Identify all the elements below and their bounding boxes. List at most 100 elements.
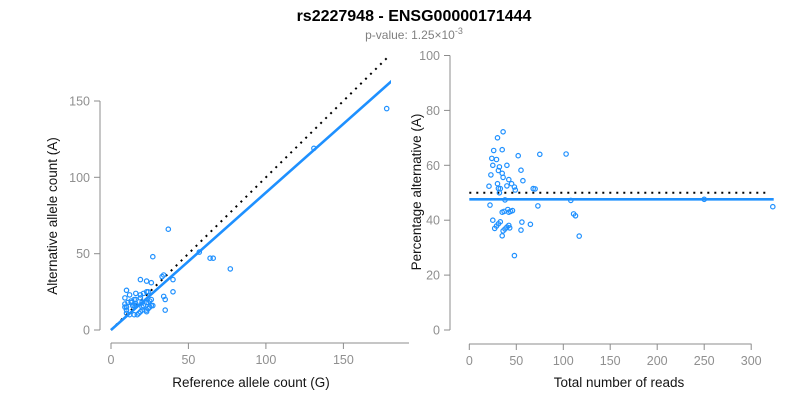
y-tick-label: 0 bbox=[83, 324, 90, 338]
data-point bbox=[137, 276, 144, 283]
x-tick-label: 50 bbox=[181, 353, 195, 367]
data-point bbox=[137, 295, 144, 301]
data-point bbox=[143, 308, 150, 315]
x-tick-label: 100 bbox=[255, 353, 276, 367]
left-plot-axes: 0 50 100 150 0 50 100 150 bbox=[69, 95, 409, 367]
data-point bbox=[487, 202, 493, 208]
data-point bbox=[150, 302, 156, 309]
data-point bbox=[227, 266, 234, 272]
data-point bbox=[535, 203, 541, 209]
y-tick-label: 100 bbox=[69, 171, 90, 185]
trend-line-identity-1to1 bbox=[110, 57, 390, 331]
data-point bbox=[133, 290, 139, 297]
data-point bbox=[532, 186, 538, 192]
data-point bbox=[518, 227, 524, 233]
left-plot-points bbox=[122, 105, 390, 318]
y-tick-label: 100 bbox=[419, 49, 440, 63]
left-plot-lines bbox=[110, 57, 391, 331]
data-point bbox=[572, 213, 579, 219]
data-point bbox=[500, 174, 506, 181]
x-tick-label: 200 bbox=[647, 354, 668, 368]
data-point bbox=[518, 167, 524, 174]
data-point bbox=[311, 145, 317, 152]
data-point bbox=[136, 310, 142, 317]
data-point bbox=[196, 249, 203, 255]
data-point bbox=[162, 307, 169, 313]
trend-line-fitted-ratio bbox=[110, 79, 391, 331]
data-point bbox=[505, 176, 512, 183]
data-point bbox=[126, 292, 133, 298]
data-point bbox=[520, 177, 526, 184]
figure-title: rs2227948 - ENSG00000171444 bbox=[297, 8, 532, 25]
left-plot-yaxis-label: Alternative allele count (A) bbox=[45, 137, 60, 295]
data-point bbox=[511, 184, 518, 190]
data-point bbox=[494, 180, 501, 187]
x-tick-label: 0 bbox=[466, 354, 473, 368]
data-point bbox=[512, 187, 519, 193]
data-point bbox=[160, 272, 167, 278]
data-point bbox=[505, 209, 512, 216]
data-point bbox=[769, 203, 776, 210]
data-point bbox=[490, 147, 497, 154]
data-point bbox=[497, 185, 504, 192]
y-tick-label: 20 bbox=[426, 269, 440, 283]
data-point bbox=[493, 156, 500, 163]
data-point bbox=[162, 296, 169, 303]
data-point bbox=[506, 225, 513, 231]
data-point bbox=[488, 155, 495, 162]
data-point bbox=[497, 219, 504, 225]
data-point bbox=[489, 217, 496, 224]
data-point bbox=[122, 301, 128, 307]
subtitle-prefix: p-value: 1.25×10 bbox=[365, 28, 455, 42]
right-plot-axes: 0 20 40 60 80 100 0 50 100 150 200 250 300 bbox=[419, 49, 762, 368]
right-plot-points bbox=[486, 129, 776, 259]
right-plot-xaxis-label: Total number of reads bbox=[554, 375, 685, 390]
data-point bbox=[123, 287, 130, 294]
y-tick-label: 50 bbox=[76, 247, 90, 261]
data-point bbox=[123, 307, 130, 313]
data-point bbox=[508, 180, 515, 187]
data-point bbox=[148, 279, 155, 286]
data-point bbox=[500, 129, 506, 135]
data-point bbox=[122, 295, 128, 301]
x-tick-label: 300 bbox=[741, 354, 762, 368]
data-point bbox=[143, 278, 150, 284]
right-plot-yaxis-label: Percentage alternative (A) bbox=[409, 114, 424, 271]
data-point bbox=[519, 219, 525, 225]
x-tick-label: 100 bbox=[553, 354, 574, 368]
data-point bbox=[504, 183, 510, 189]
data-point bbox=[131, 311, 138, 318]
data-point bbox=[511, 252, 518, 259]
data-point bbox=[145, 288, 152, 295]
data-point bbox=[527, 221, 534, 228]
x-tick-label: 50 bbox=[509, 354, 523, 368]
data-point bbox=[383, 105, 390, 112]
subtitle-exponent: -3 bbox=[455, 26, 463, 36]
data-point bbox=[150, 253, 156, 260]
data-point bbox=[563, 151, 569, 157]
x-tick-label: 150 bbox=[333, 353, 354, 367]
data-point bbox=[486, 183, 492, 190]
data-point bbox=[488, 172, 494, 178]
data-point bbox=[170, 276, 176, 283]
data-point bbox=[504, 162, 510, 169]
data-point bbox=[502, 197, 508, 203]
x-tick-label: 250 bbox=[694, 354, 715, 368]
data-point bbox=[148, 296, 155, 303]
data-point bbox=[493, 223, 500, 229]
data-point bbox=[489, 162, 496, 169]
right-plot: Total number of reads Percentage alterna… bbox=[409, 49, 776, 390]
data-point bbox=[210, 255, 217, 262]
left-plot: Reference allele count (G) Alternative a… bbox=[45, 57, 409, 390]
x-tick-label: 0 bbox=[108, 353, 115, 367]
data-point bbox=[567, 197, 574, 204]
data-point bbox=[499, 146, 506, 153]
data-point bbox=[207, 255, 213, 262]
right-plot-lines bbox=[469, 191, 774, 201]
data-point bbox=[165, 226, 172, 233]
data-point bbox=[505, 222, 512, 229]
data-point bbox=[701, 196, 708, 203]
data-point bbox=[576, 233, 583, 239]
